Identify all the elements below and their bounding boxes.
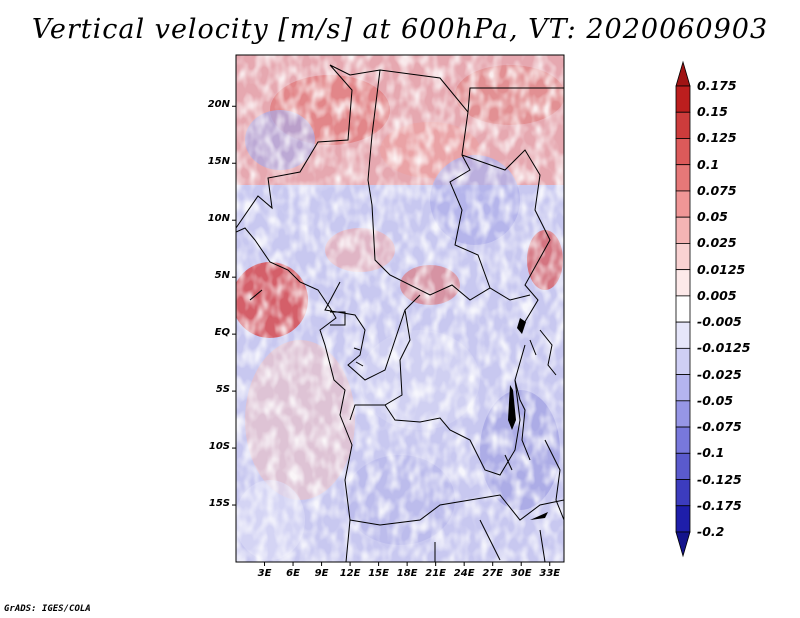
colorbar-bin: [675, 216, 691, 244]
colorbar-bin: [675, 269, 691, 297]
lat-label: 20N: [207, 99, 230, 111]
colorbar-bin: [675, 190, 691, 218]
colorbar-bin: [675, 347, 691, 375]
colorbar-label: 0.175: [697, 78, 737, 93]
colorbar-bin: [675, 452, 691, 480]
colorbar-label: -0.0125: [697, 340, 751, 356]
lat-label: 15N: [207, 156, 230, 168]
colorbar-bin: [675, 85, 691, 113]
velocity-field: [236, 55, 564, 562]
lon-label: 33E: [539, 568, 561, 579]
lon-label: 6E: [286, 568, 300, 579]
colorbar-label: -0.125: [697, 471, 742, 487]
country-borders: [236, 64, 564, 562]
lon-label: 21E: [425, 568, 447, 579]
lon-label: 27E: [482, 568, 504, 579]
lat-label: 15S: [208, 498, 230, 510]
lon-label: 18E: [396, 568, 418, 579]
colorbar-label: 0.15: [697, 104, 728, 120]
colorbar-bin: [675, 531, 691, 558]
colorbar-bin: [675, 400, 691, 428]
lat-label: 10N: [207, 213, 230, 225]
colorbar-label: -0.075: [697, 419, 742, 435]
colorbar-label: -0.05: [697, 392, 734, 408]
lon-label: 15E: [368, 568, 389, 579]
colorbar-bin: [675, 321, 691, 349]
colorbar-bin: [675, 60, 691, 87]
colorbar-bin: [675, 295, 691, 323]
lon-label: 24E: [453, 568, 475, 579]
lon-label: 30E: [510, 568, 532, 579]
colorbar: [675, 60, 691, 558]
colorbar-bin: [675, 111, 691, 139]
lat-label: 10S: [208, 441, 230, 453]
lat-label: 5S: [215, 384, 230, 396]
colorbar-label: -0.025: [697, 366, 742, 382]
lakes: [508, 318, 548, 520]
colorbar-label: -0.005: [697, 314, 742, 330]
colorbar-label: 0.1: [697, 156, 720, 172]
colorbar-label: 0.025: [697, 235, 737, 251]
colorbar-label: -0.1: [697, 445, 725, 461]
colorbar-bin: [675, 505, 691, 533]
colorbar-label: 0.075: [697, 182, 737, 198]
lat-label: EQ: [214, 327, 230, 339]
colorbar-bin: [675, 479, 691, 507]
colorbar-bin: [675, 138, 691, 166]
lon-label: 12E: [339, 568, 361, 579]
map-frame: [235, 54, 565, 563]
colorbar-label: -0.175: [697, 497, 742, 513]
colorbar-label: 0.0125: [697, 261, 746, 277]
colorbar-bin: [675, 426, 691, 454]
colorbar-label: -0.2: [697, 524, 725, 539]
colorbar-bin: [675, 243, 691, 271]
chart-title: Vertical velocity [m/s] at 600hPa, VT: 2…: [31, 14, 769, 45]
colorbar-bin: [675, 374, 691, 402]
lat-label: 5N: [214, 270, 230, 282]
lon-label: 3E: [257, 568, 272, 579]
grads-credit: GrADS: IGES/COLA: [4, 604, 91, 614]
colorbar-label: 0.125: [697, 130, 737, 146]
colorbar-label: 0.005: [697, 287, 737, 303]
colorbar-bin: [675, 164, 691, 192]
colorbar-label: 0.05: [697, 209, 728, 225]
lon-label: 9E: [314, 568, 329, 579]
